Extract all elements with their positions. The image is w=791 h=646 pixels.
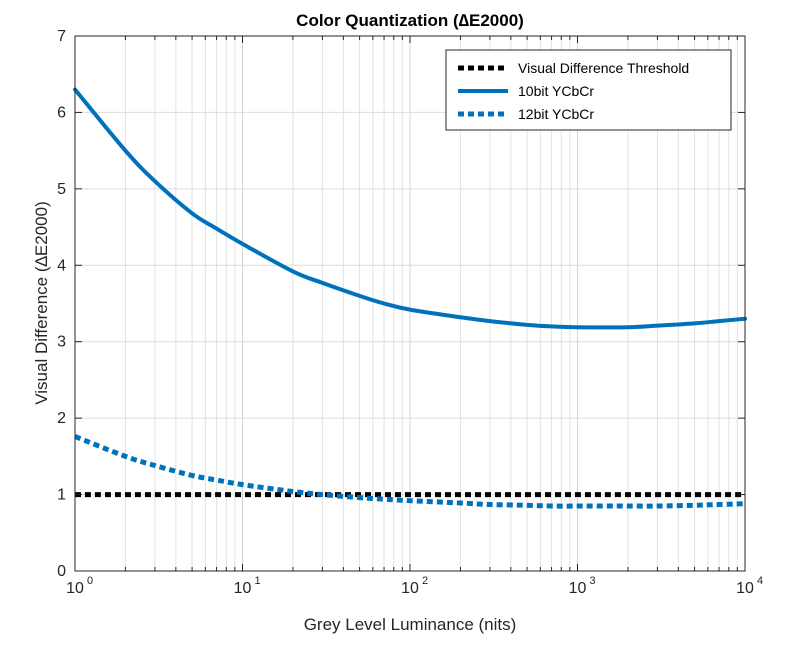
x-tick-label-base: 10: [401, 580, 419, 597]
y-tick-label: 5: [57, 181, 66, 198]
legend-label-visual-difference-threshold: Visual Difference Threshold: [518, 60, 689, 76]
y-tick-label: 3: [57, 334, 66, 351]
x-tick-label-exponent: 1: [255, 575, 261, 587]
legend: Visual Difference Threshold 10bit YCbCr 12…: [445, 49, 732, 131]
y-tick-label: 1: [57, 487, 66, 504]
y-axis-label: Visual Difference (∆E2000): [32, 201, 51, 405]
y-tick-label: 7: [57, 28, 66, 45]
x-tick-label-base: 10: [234, 580, 252, 597]
legend-label-12bit-ycbcr: 12bit YCbCr: [518, 106, 594, 122]
x-tick-label-exponent: 0: [87, 575, 93, 587]
grid-lines: [74, 35, 745, 572]
y-tick-label: 0: [57, 563, 66, 580]
y-tick-label: 2: [57, 410, 66, 427]
x-tick-label: 10 0: [66, 575, 93, 597]
series-line-10bit-ycbcr: [73, 87, 747, 330]
x-tick-label-base: 10: [569, 580, 587, 597]
x-tick-label: 10 3: [569, 575, 596, 597]
x-tick-label: 10 1: [234, 575, 261, 597]
x-tick-label-exponent: 3: [590, 575, 596, 587]
series-line-12bit-ycbcr: [74, 434, 746, 509]
y-tick-label: 4: [57, 257, 66, 274]
x-tick-label-base: 10: [736, 580, 754, 597]
x-tick-label-base: 10: [66, 580, 84, 597]
x-tick-label-exponent: 4: [757, 575, 763, 587]
x-tick-label: 10 2: [401, 575, 428, 597]
x-tick-label: 10 4: [736, 575, 763, 597]
chart-title: Color Quantization (∆E2000): [296, 11, 524, 30]
legend-label-10bit-ycbcr: 10bit YCbCr: [518, 83, 594, 99]
x-tick-label-exponent: 2: [422, 575, 428, 587]
x-axis-label: Grey Level Luminance (nits): [304, 615, 517, 634]
y-tick-label: 6: [57, 104, 66, 121]
series-group: [73, 87, 747, 509]
